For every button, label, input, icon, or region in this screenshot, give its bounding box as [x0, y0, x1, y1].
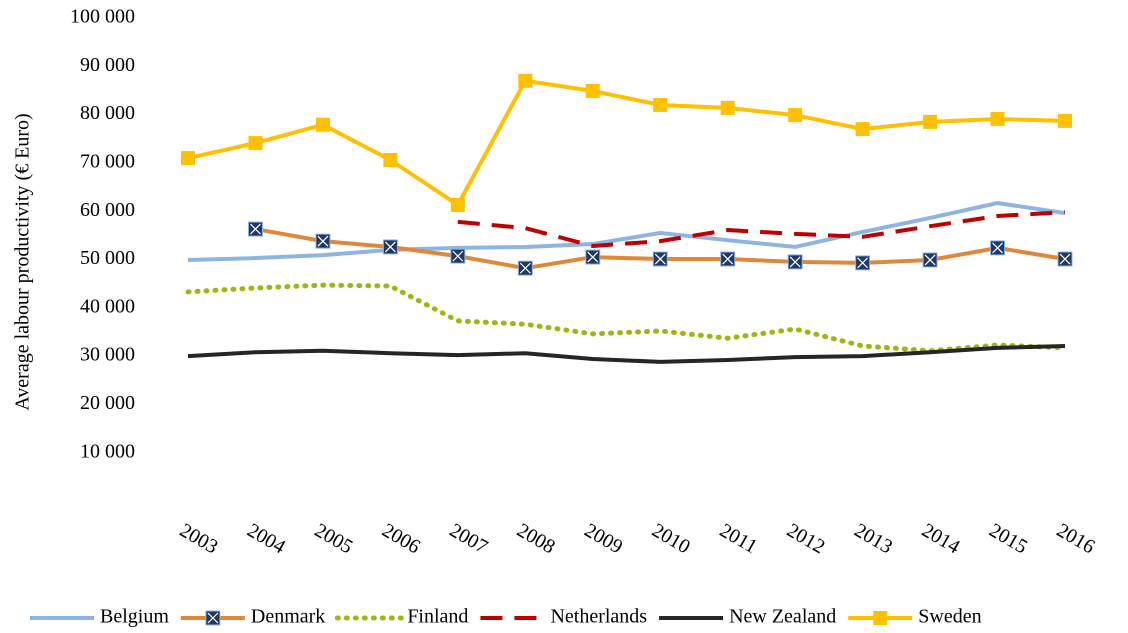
marker-cross	[587, 251, 599, 263]
marker	[518, 73, 533, 88]
y-tick-label: 50 000	[80, 247, 135, 269]
x-tick-label: 2004	[243, 519, 289, 558]
marker	[855, 122, 870, 137]
marker	[450, 248, 466, 264]
legend-label: New Zealand	[729, 606, 836, 628]
series-line	[185, 282, 1068, 354]
marker-cross	[992, 242, 1003, 254]
x-tick-label: 2009	[581, 519, 627, 558]
marker	[315, 117, 330, 132]
marker-cross	[452, 250, 464, 262]
legend-item: Finland	[334, 606, 468, 628]
legend-item: Denmark	[180, 606, 325, 628]
series-line	[457, 210, 1066, 248]
marker	[922, 252, 938, 268]
marker	[652, 251, 668, 267]
marker-cross	[789, 256, 801, 268]
marker	[382, 239, 398, 255]
y-tick-label: 30 000	[80, 344, 135, 366]
marker-cross	[1059, 253, 1071, 265]
marker	[1057, 251, 1073, 267]
marker	[923, 114, 938, 129]
marker	[720, 100, 735, 115]
marker-cross	[250, 223, 261, 235]
marker	[873, 611, 888, 625]
y-tick-label: 70 000	[80, 150, 135, 172]
y-tick-label: 80 000	[80, 102, 135, 124]
marker	[855, 255, 871, 271]
series-line	[187, 78, 1066, 207]
legend-item: Sweden	[848, 606, 982, 628]
marker	[1058, 113, 1072, 128]
y-tick-label: 60 000	[80, 199, 135, 221]
marker	[315, 233, 331, 249]
x-tick-label: 2005	[311, 519, 357, 558]
marker-cross	[722, 253, 734, 265]
x-tick-label: 2015	[985, 519, 1031, 558]
marker-cross	[857, 257, 869, 269]
marker	[990, 111, 1005, 126]
marker-cross	[654, 253, 666, 265]
marker	[517, 260, 533, 276]
legend-label: Netherlands	[550, 606, 647, 628]
x-tick-label: 2008	[513, 519, 559, 558]
marker	[248, 136, 263, 151]
marker	[653, 97, 668, 112]
marker	[585, 83, 600, 98]
legend-label: Sweden	[918, 606, 981, 628]
series-line	[187, 200, 1066, 262]
marker-cross	[519, 262, 531, 274]
marker	[720, 251, 736, 267]
marker-cross	[924, 254, 936, 266]
legend-item: New Zealand	[659, 606, 836, 628]
y-tick-label: 40 000	[80, 295, 135, 317]
marker	[787, 254, 803, 270]
legend-label: Belgium	[100, 606, 169, 628]
marker	[450, 197, 465, 212]
x-tick-label: 2003	[176, 519, 222, 558]
x-tick-label: 2013	[850, 519, 896, 558]
marker-cross	[207, 612, 219, 624]
y-tick-label: 20 000	[80, 392, 135, 414]
marker	[990, 240, 1006, 256]
y-tick-label: 10 000	[80, 440, 135, 462]
legend-item: Netherlands	[480, 606, 647, 628]
x-tick-label: 2010	[648, 519, 694, 558]
x-tick-label: 2011	[716, 519, 761, 558]
y-tick-label: 100 000	[70, 6, 135, 28]
legend-label: Finland	[407, 606, 468, 628]
marker	[383, 153, 398, 168]
x-tick-label: 2016	[1053, 519, 1099, 558]
x-tick-label: 2014	[918, 519, 964, 558]
legend-item: Belgium	[30, 606, 169, 628]
marker	[205, 610, 221, 626]
marker	[788, 108, 803, 123]
marker	[247, 221, 263, 237]
series-line	[187, 343, 1066, 364]
legend-label: Denmark	[251, 606, 325, 628]
x-tick-label: 2007	[446, 519, 492, 558]
marker	[585, 249, 601, 265]
x-tick-label: 2012	[783, 519, 829, 558]
marker-cross	[384, 241, 396, 253]
marker	[181, 151, 195, 166]
marker-cross	[317, 235, 329, 247]
y-tick-label: 90 000	[80, 54, 135, 76]
x-tick-label: 2006	[378, 519, 424, 558]
y-axis-title: Average labour productivity (€ Euro)	[12, 113, 34, 410]
